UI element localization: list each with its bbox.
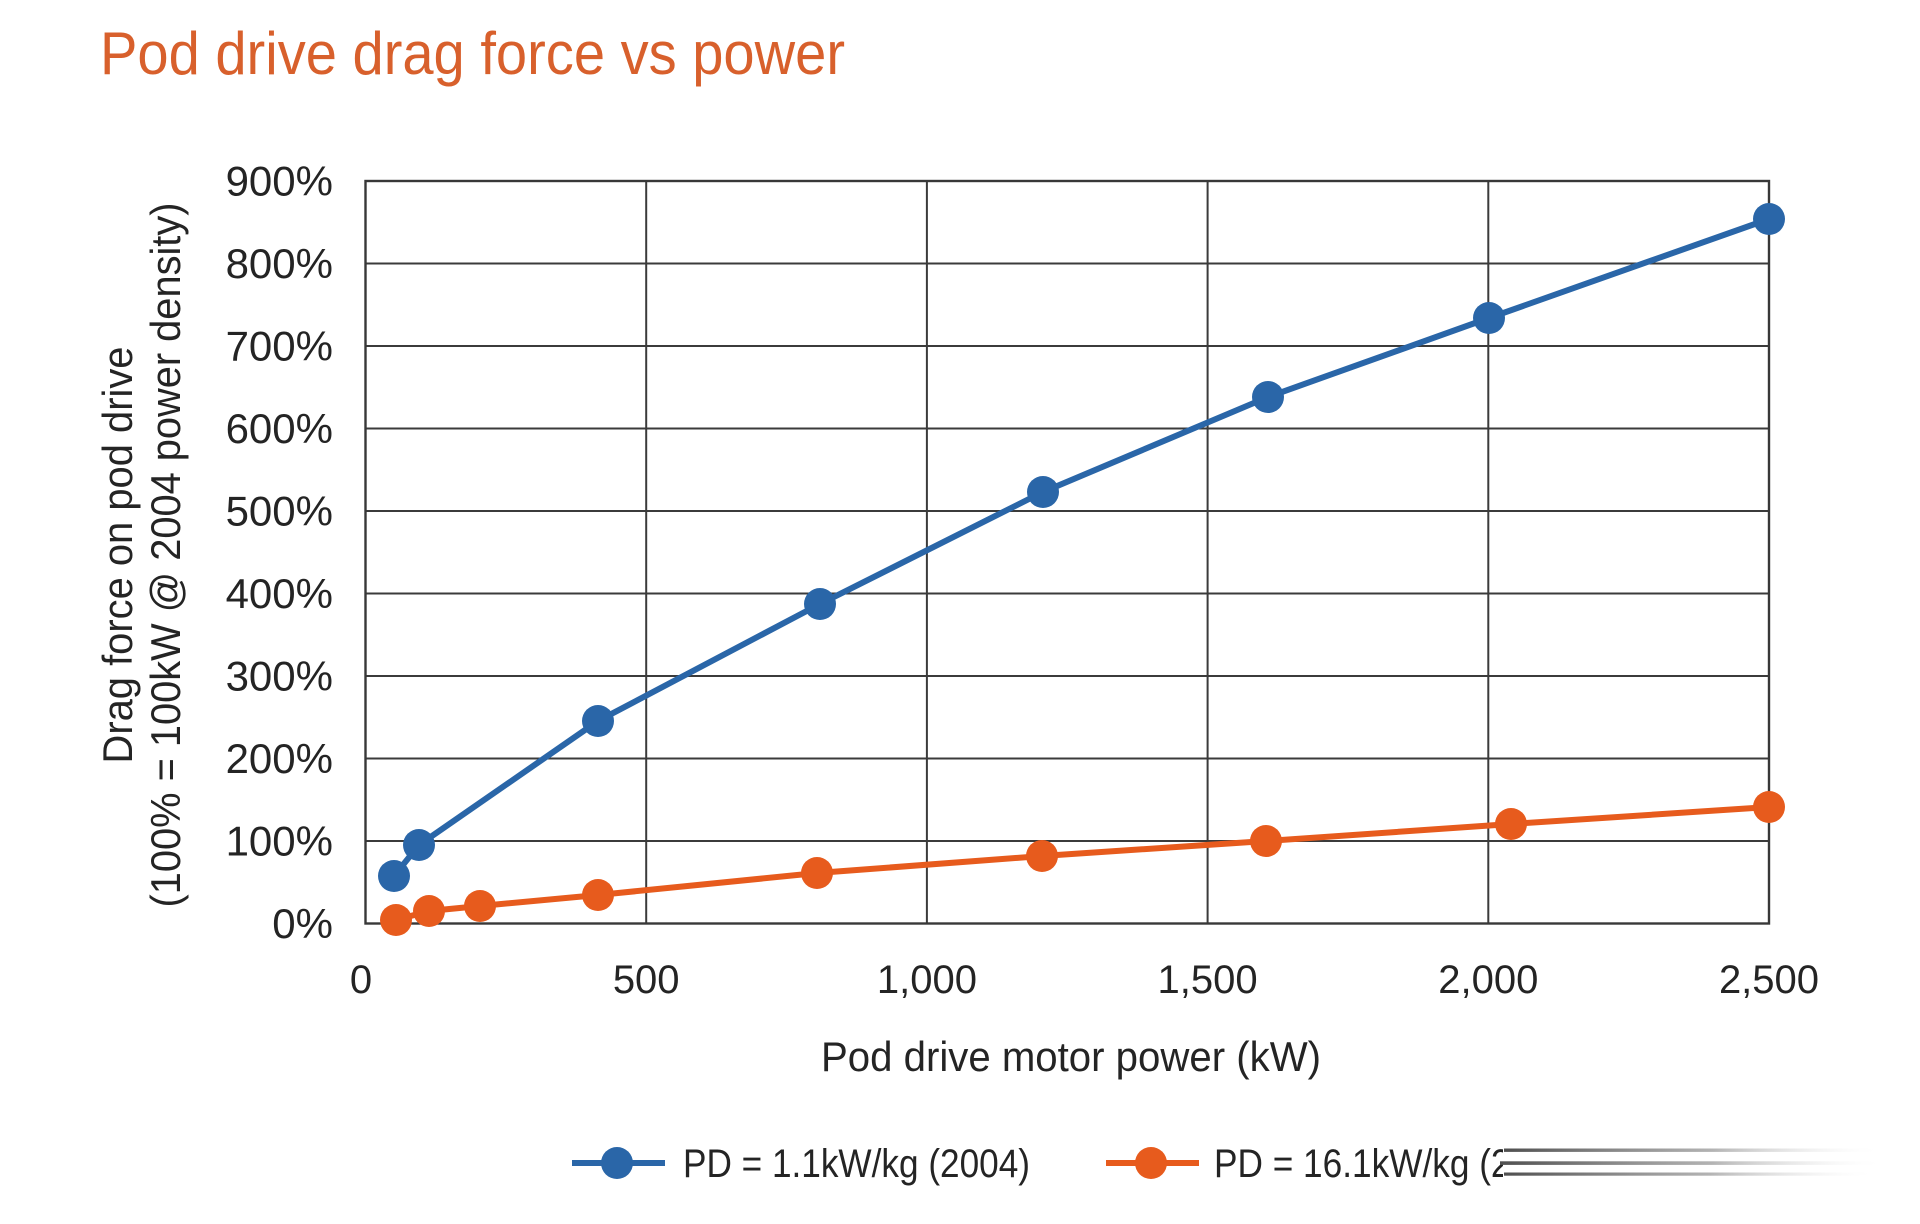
svg-text:500: 500 — [613, 958, 680, 1002]
svg-text:2,000: 2,000 — [1438, 958, 1538, 1002]
svg-text:0: 0 — [350, 958, 372, 1002]
svg-text:600%: 600% — [226, 405, 333, 452]
svg-text:Pod drive drag force vs power: Pod drive drag force vs power — [100, 20, 845, 87]
svg-text:900%: 900% — [226, 158, 333, 205]
svg-text:700%: 700% — [226, 323, 333, 370]
svg-text:300%: 300% — [226, 653, 333, 700]
svg-text:Pod drive motor power (kW): Pod drive motor power (kW) — [821, 1033, 1321, 1080]
svg-text:200%: 200% — [226, 735, 333, 782]
svg-text:(100% = 100kW @ 2004 power den: (100% = 100kW @ 2004 power density) — [142, 203, 189, 908]
svg-text:1,000: 1,000 — [877, 958, 977, 1002]
svg-text:Drag force on pod drive: Drag force on pod drive — [94, 347, 141, 764]
svg-text:100%: 100% — [226, 818, 333, 865]
svg-text:2,500: 2,500 — [1719, 958, 1819, 1002]
svg-text:800%: 800% — [226, 240, 333, 287]
svg-text:0%: 0% — [272, 900, 333, 947]
svg-text:400%: 400% — [226, 570, 333, 617]
svg-text:1,500: 1,500 — [1158, 958, 1258, 1002]
svg-text:500%: 500% — [226, 488, 333, 535]
svg-text:PD = 1.1kW/kg (2004): PD = 1.1kW/kg (2004) — [683, 1142, 1030, 1186]
